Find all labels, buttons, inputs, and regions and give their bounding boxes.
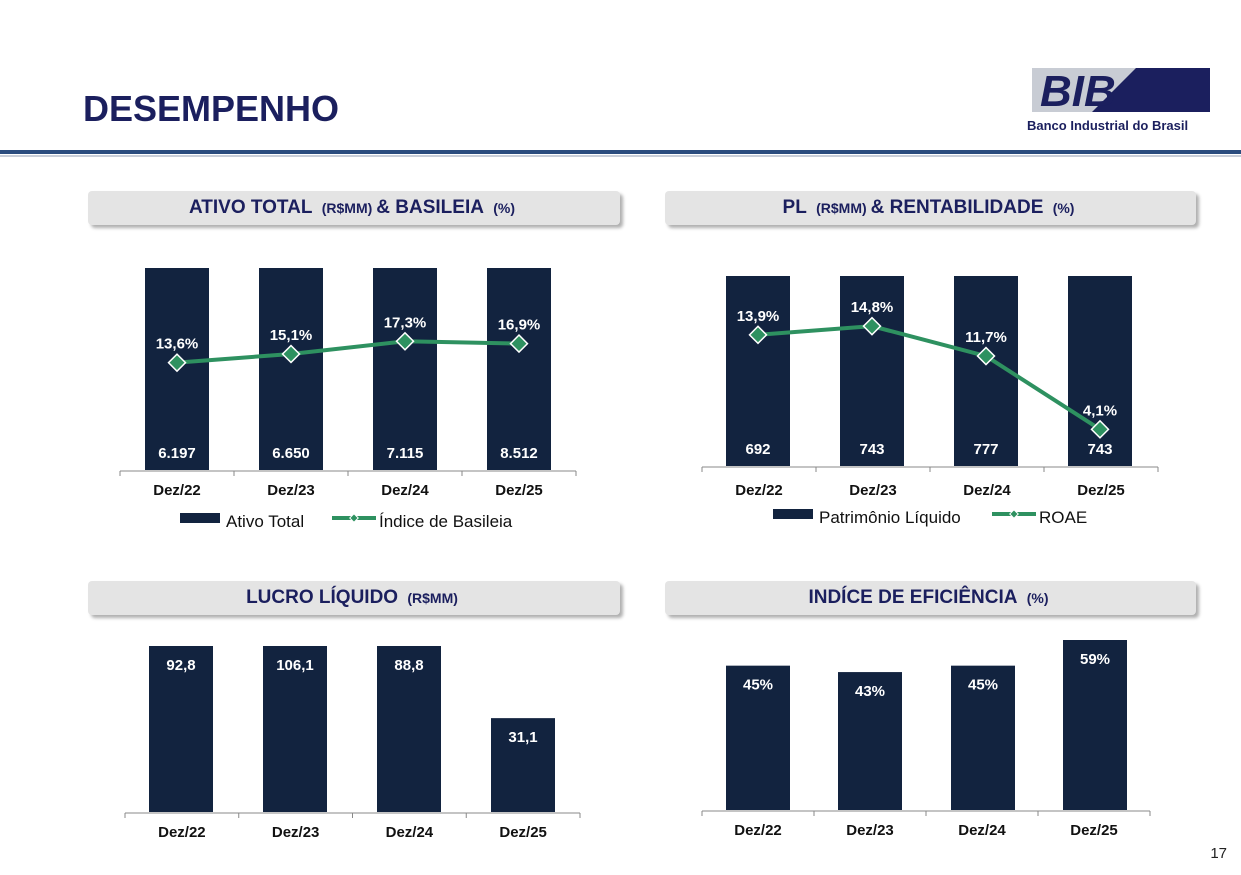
bar-value-label: 743 bbox=[859, 441, 884, 458]
legend-label: Índice de Basileia bbox=[379, 512, 513, 531]
line-marker bbox=[748, 325, 768, 345]
bar-value-label: 45% bbox=[968, 677, 998, 694]
panel-header-lucro: LUCRO LÍQUIDO (R$MM) bbox=[88, 581, 620, 615]
line-value-label: 4,1% bbox=[1083, 402, 1117, 419]
bib-logo: BIB bbox=[1032, 67, 1210, 116]
bar-value-label: 6.197 bbox=[158, 445, 196, 462]
line-value-label: 17,3% bbox=[384, 314, 427, 331]
panel-unit: (R$MM) bbox=[816, 200, 867, 216]
x-tick-label: Dez/24 bbox=[386, 824, 434, 841]
bar bbox=[149, 646, 213, 812]
panel-header-ativo: ATIVO TOTAL (R$MM) & BASILEIA (%) bbox=[88, 191, 620, 225]
panel-header-eficiencia: INDÍCE DE EFICIÊNCIA (%) bbox=[665, 581, 1196, 615]
x-tick-label: Dez/22 bbox=[735, 482, 783, 499]
x-tick-label: Dez/24 bbox=[963, 482, 1011, 499]
line-value-label: 16,9% bbox=[498, 317, 541, 334]
header-divider bbox=[0, 150, 1241, 154]
bar bbox=[373, 268, 437, 470]
line-marker bbox=[976, 346, 996, 366]
bar-value-label: 43% bbox=[855, 683, 885, 700]
bar bbox=[840, 276, 904, 466]
x-tick-label: Dez/24 bbox=[381, 482, 429, 499]
panel-title-2: & BASILEIA bbox=[376, 197, 484, 218]
line-value-label: 15,1% bbox=[270, 327, 313, 344]
x-tick-label: Dez/23 bbox=[849, 482, 897, 499]
legend-marker bbox=[1009, 509, 1019, 519]
bar-value-label: 88,8 bbox=[394, 657, 423, 674]
bar bbox=[491, 718, 555, 812]
legend-label: ROAE bbox=[1039, 508, 1087, 527]
bar bbox=[263, 646, 327, 812]
x-tick-label: Dez/25 bbox=[499, 824, 547, 841]
bar bbox=[1063, 640, 1127, 810]
legend-swatch-bar bbox=[773, 509, 813, 519]
bar-value-label: 92,8 bbox=[166, 657, 195, 674]
legend-marker bbox=[349, 513, 359, 523]
bar-value-label: 7.115 bbox=[387, 445, 424, 462]
line-marker bbox=[509, 334, 529, 354]
panel-unit-2: (%) bbox=[493, 200, 516, 216]
bar bbox=[487, 268, 551, 470]
bar bbox=[951, 665, 1015, 810]
x-tick-label: Dez/24 bbox=[958, 822, 1006, 839]
x-tick-label: Dez/22 bbox=[158, 824, 206, 841]
line-marker bbox=[395, 331, 415, 351]
panel-unit: (R$MM) bbox=[321, 200, 373, 216]
bar bbox=[259, 268, 323, 470]
bar-value-label: 45% bbox=[743, 677, 773, 694]
bar-value-label: 6.650 bbox=[272, 445, 310, 462]
panel-title: INDÍCE DE EFICIÊNCIA bbox=[808, 587, 1018, 608]
x-tick-label: Dez/23 bbox=[272, 824, 320, 841]
bar-value-label: 692 bbox=[745, 441, 770, 458]
line-marker bbox=[862, 316, 882, 336]
svg-text:BIB: BIB bbox=[1040, 67, 1116, 116]
panel-title-2: & RENTABILIDADE bbox=[870, 197, 1044, 218]
panel-header-pl: PL (R$MM) & RENTABILIDADE (%) bbox=[665, 191, 1196, 225]
legend-label: Ativo Total bbox=[226, 512, 304, 531]
line-value-label: 11,7% bbox=[965, 329, 1007, 346]
x-tick-label: Dez/25 bbox=[495, 482, 543, 499]
x-tick-label: Dez/23 bbox=[846, 822, 894, 839]
bar-value-label: 59% bbox=[1080, 651, 1110, 668]
line-value-label: 14,8% bbox=[851, 299, 894, 316]
line-series bbox=[176, 339, 520, 365]
x-tick-label: Dez/23 bbox=[267, 482, 315, 499]
bar bbox=[726, 665, 790, 810]
bar-value-label: 743 bbox=[1087, 441, 1112, 458]
logo-subtitle: Banco Industrial do Brasil bbox=[1027, 118, 1189, 133]
x-tick-label: Dez/22 bbox=[153, 482, 201, 499]
header-divider-thin bbox=[0, 155, 1241, 157]
legend-swatch-bar bbox=[180, 513, 220, 523]
panel-unit-2: (%) bbox=[1052, 200, 1075, 216]
legend-label: Patrimônio Líquido bbox=[819, 508, 961, 527]
line-value-label: 13,6% bbox=[156, 336, 199, 353]
bar-value-label: 31,1 bbox=[508, 729, 537, 746]
bar bbox=[838, 672, 902, 810]
x-tick-label: Dez/22 bbox=[734, 822, 782, 839]
bar-value-label: 8.512 bbox=[500, 445, 538, 462]
page-title: DESEMPENHO bbox=[83, 88, 340, 129]
panel-title: LUCRO LÍQUIDO bbox=[246, 587, 399, 608]
bar-value-label: 106,1 bbox=[276, 657, 314, 674]
panel-unit: (R$MM) bbox=[407, 590, 458, 606]
x-tick-label: Dez/25 bbox=[1077, 482, 1125, 499]
panel-unit: (%) bbox=[1026, 590, 1049, 606]
line-marker bbox=[167, 353, 187, 373]
x-tick-label: Dez/25 bbox=[1070, 822, 1118, 839]
line-series bbox=[757, 324, 1102, 432]
bar bbox=[377, 646, 441, 812]
line-marker bbox=[281, 344, 301, 364]
panel-title: ATIVO TOTAL bbox=[188, 197, 313, 218]
bar bbox=[726, 276, 790, 466]
panel-title: PL bbox=[782, 197, 807, 218]
page-number: 17 bbox=[1210, 845, 1227, 862]
line-value-label: 13,9% bbox=[737, 308, 780, 325]
line-marker bbox=[1090, 419, 1110, 439]
bar-value-label: 777 bbox=[973, 441, 998, 458]
